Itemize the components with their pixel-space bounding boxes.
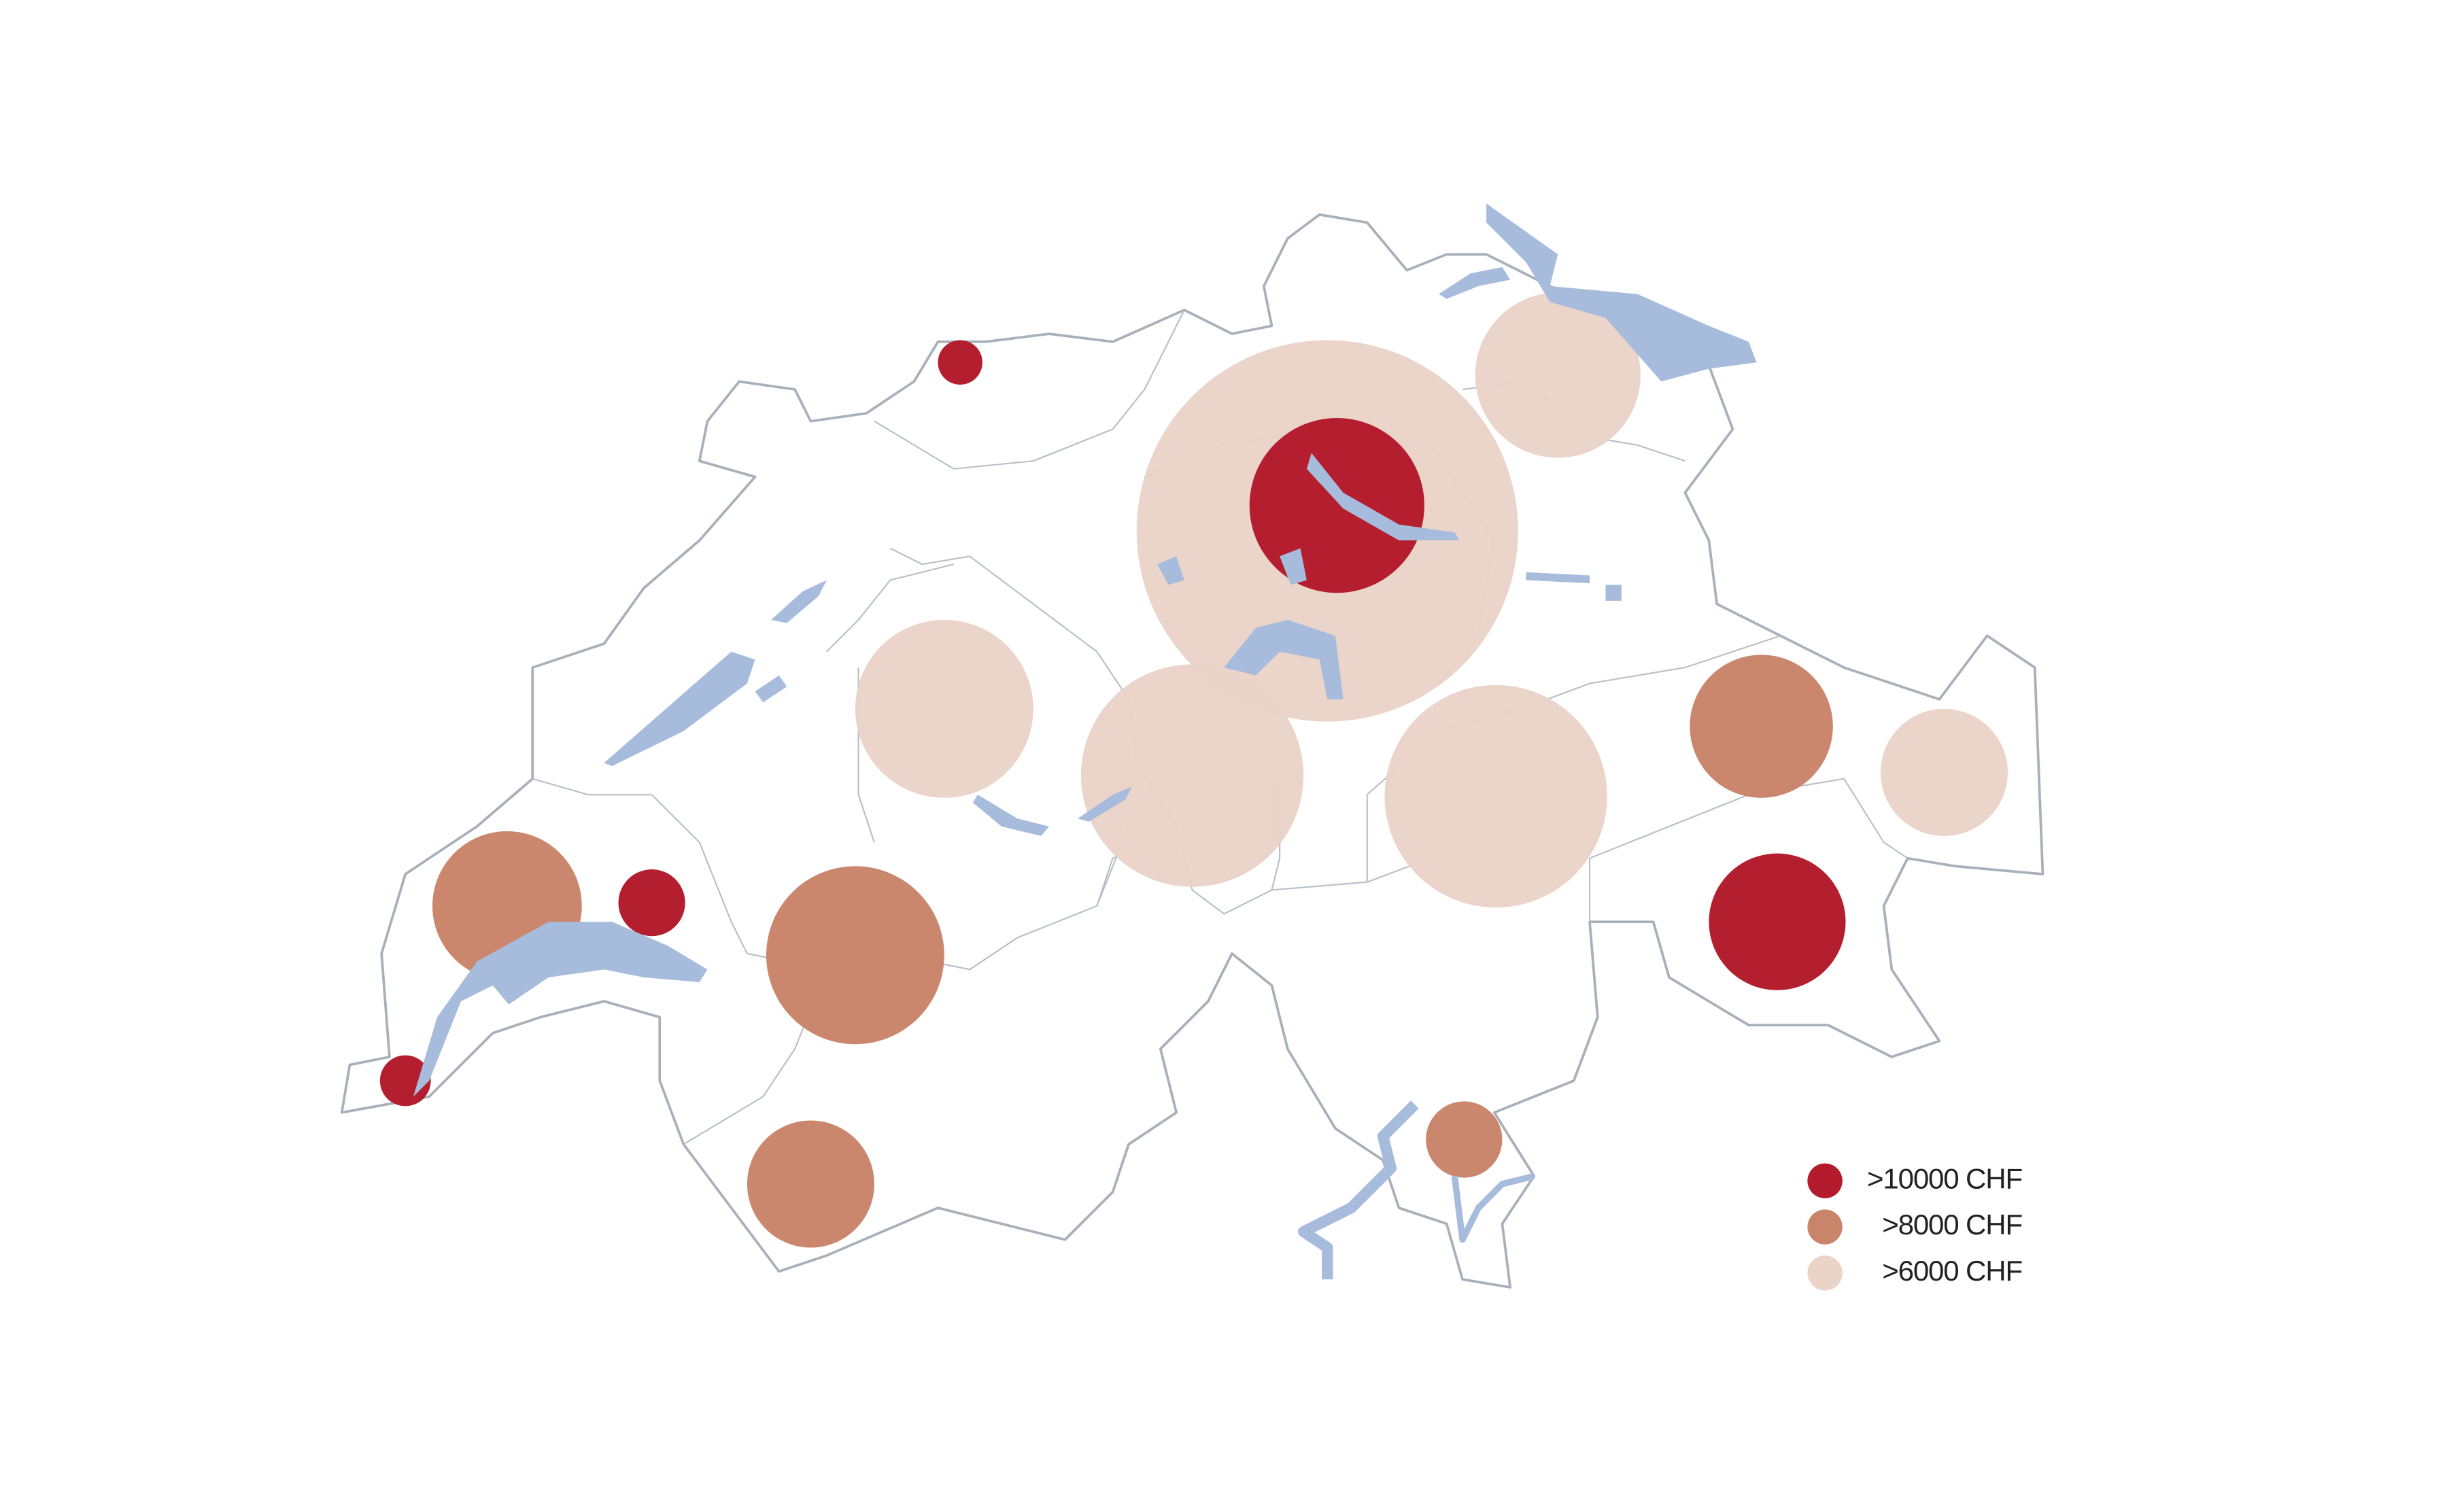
region-bubble (766, 866, 944, 1045)
lakes (413, 203, 1757, 1280)
legend-label: >8000 CHF (1882, 1209, 2022, 1240)
legend-swatch (1807, 1163, 1843, 1199)
region-bubble (618, 869, 685, 937)
legend-label: >6000 CHF (1882, 1255, 2022, 1287)
bubbles (379, 292, 2008, 1248)
region-bubble (1426, 1101, 1503, 1178)
region-bubble (379, 1055, 431, 1107)
legend-swatch (1807, 1255, 1843, 1291)
region-bubble (1080, 664, 1304, 887)
region-bubble (1690, 655, 1833, 798)
legend-swatch (1807, 1209, 1843, 1245)
region-bubble (938, 340, 982, 385)
region-bubble (1475, 292, 1641, 458)
region-bubble (747, 1120, 874, 1248)
region-bubble (855, 619, 1033, 798)
region-bubble (1384, 684, 1607, 908)
region-bubble (1249, 418, 1424, 593)
region-bubble (1709, 853, 1846, 990)
legend: >10000 CHF >8000 CHF >6000 CHF (1807, 1162, 2023, 1291)
legend-label: >10000 CHF (1867, 1162, 2023, 1194)
region-bubble (1880, 708, 2008, 836)
